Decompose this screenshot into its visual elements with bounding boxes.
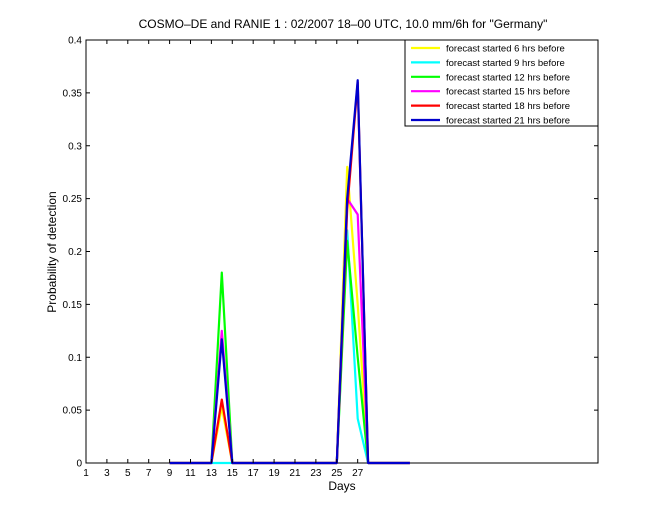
- x-axis-ticks: 1 3 5 7 9 11 13 15 17 19 21 23 25 27: [83, 40, 364, 479]
- x-tick-label: 17: [248, 468, 260, 479]
- x-tick-label: 5: [125, 468, 131, 479]
- y-axis-label: Probability of detection: [45, 191, 59, 312]
- x-tick-label: 27: [352, 468, 364, 479]
- legend-label: forecast started 9 hrs before: [446, 58, 565, 69]
- legend-label: forecast started 15 hrs before: [446, 87, 570, 98]
- y-tick-label: 0.05: [63, 406, 83, 417]
- x-tick-label: 23: [310, 468, 322, 479]
- y-tick-label: 0.35: [63, 88, 83, 99]
- legend-label: forecast started 18 hrs before: [446, 101, 570, 112]
- x-axis-label: Days: [328, 479, 355, 493]
- legend-label: forecast started 6 hrs before: [446, 44, 565, 55]
- y-tick-label: 0: [76, 459, 82, 470]
- chart-title: COSMO–DE and RANIE 1 : 02/2007 18–00 UTC…: [139, 17, 548, 31]
- x-tick-label: 1: [83, 468, 89, 479]
- y-tick-label: 0.25: [63, 194, 83, 205]
- legend-items: forecast started 6 hrs before forecast st…: [411, 44, 570, 127]
- series-line: [169, 79, 410, 465]
- y-tick-label: 0.3: [68, 141, 82, 152]
- x-tick-label: 15: [227, 468, 239, 479]
- y-tick-label: 0.4: [68, 36, 82, 47]
- y-tick-label: 0.2: [68, 247, 82, 258]
- x-tick-label: 11: [185, 468, 196, 479]
- x-tick-label: 25: [331, 468, 343, 479]
- y-tick-label: 0.1: [68, 353, 82, 364]
- legend-label: forecast started 21 hrs before: [446, 116, 570, 127]
- x-tick-label: 21: [289, 468, 301, 479]
- series-layer: [169, 79, 410, 465]
- y-axis-ticks: 0 0.05 0.1 0.15 0.2 0.25 0.3 0.35 0.4: [63, 36, 598, 470]
- x-tick-label: 7: [146, 468, 152, 479]
- x-tick-label: 3: [104, 468, 110, 479]
- legend: forecast started 6 hrs before forecast st…: [404, 39, 599, 127]
- legend-box: [404, 39, 599, 127]
- y-tick-label: 0.15: [63, 300, 83, 311]
- x-tick-label: 9: [167, 468, 173, 479]
- legend-label: forecast started 12 hrs before: [446, 72, 570, 83]
- x-tick-label: 13: [206, 468, 218, 479]
- x-tick-label: 19: [269, 468, 281, 479]
